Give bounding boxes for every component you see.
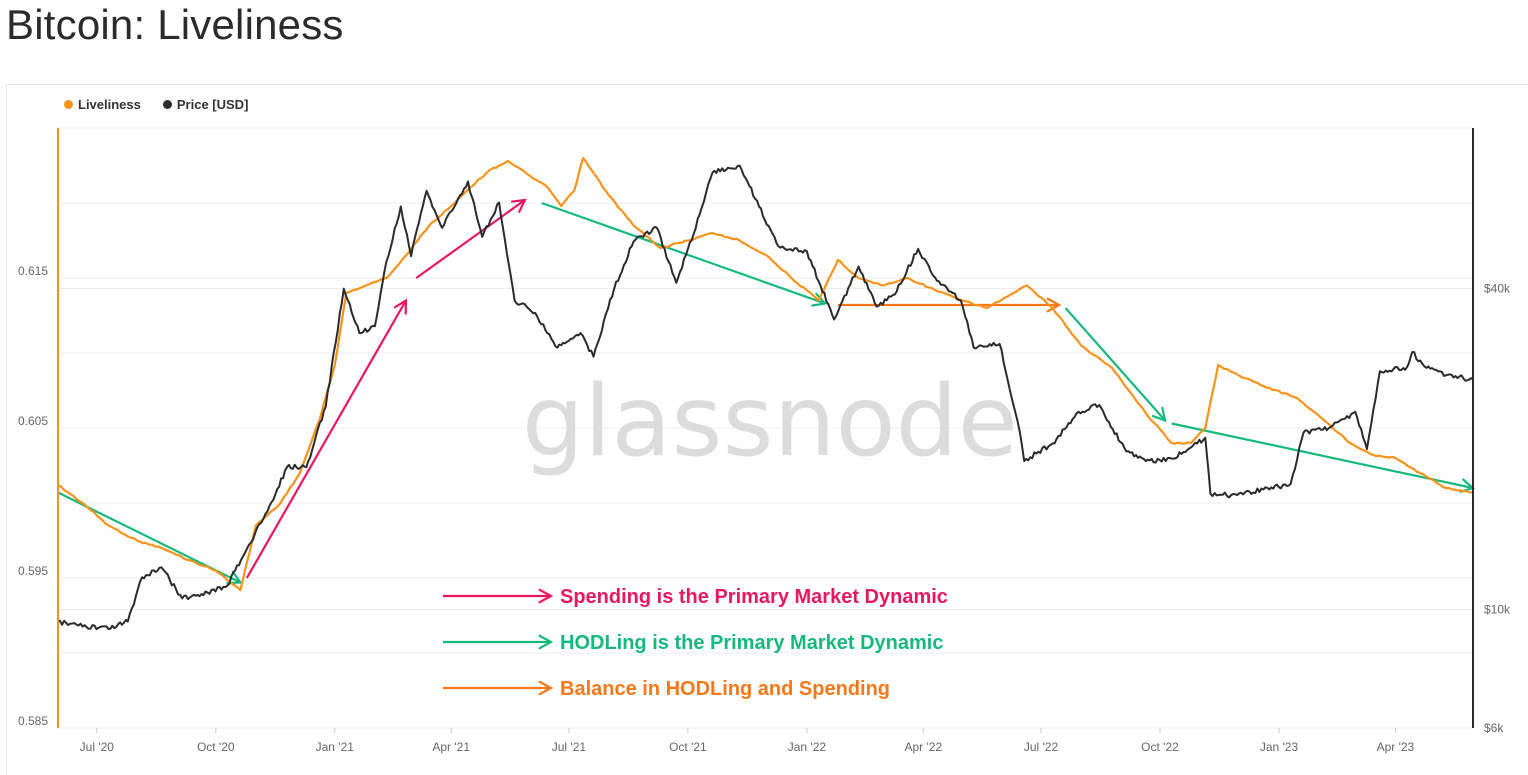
trend-arrow-head — [1151, 406, 1167, 423]
trend-arrow-head — [393, 298, 408, 315]
x-tick-label: Jan '22 — [788, 740, 827, 754]
x-tick-label: Apr '22 — [904, 740, 942, 754]
legend-label: Price [USD] — [176, 97, 249, 112]
y-left-tick-label: 0.585 — [18, 714, 48, 728]
y-left-tick-label: 0.615 — [18, 264, 48, 278]
y-right-tick-label: $6k — [1484, 721, 1504, 735]
series-lines — [57, 156, 1474, 631]
trend-arrow — [415, 199, 526, 279]
axes: 0.585 0.595 0.605 0.615 $6k $10k $40k Jul '20 Oc… — [18, 128, 1511, 754]
x-tick-label: Apr '21 — [432, 740, 470, 754]
x-tick-label: Jul '20 — [80, 740, 115, 754]
legend-item-price[interactable]: Price [USD] — [162, 97, 249, 112]
legend-dot — [64, 100, 73, 109]
chart-panel — [6, 84, 1528, 775]
legend: Liveliness Price [USD] — [64, 97, 248, 112]
trend-arrow — [245, 299, 407, 579]
x-tick-label: Oct '20 — [197, 740, 235, 754]
x-tick-label: Jul '22 — [1024, 740, 1059, 754]
legend-label: Liveliness — [78, 97, 141, 112]
y-right-tick-label: $40k — [1484, 282, 1511, 296]
x-tick-label: Apr '23 — [1377, 740, 1415, 754]
price-line — [57, 164, 1474, 631]
liveliness-line — [57, 156, 1474, 592]
y-left-tick-label: 0.595 — [18, 564, 48, 578]
annotation-label: HODLing is the Primary Market Dynamic — [560, 632, 943, 654]
page-title: Bitcoin: Liveliness — [6, 1, 344, 48]
annotation-label: Balance in HODLing and Spending — [560, 678, 890, 700]
legend-item-liveliness[interactable]: Liveliness — [64, 97, 141, 112]
watermark: glassnode — [522, 365, 1018, 479]
trend-arrow-head — [510, 198, 527, 213]
annotation-arrow-head — [538, 634, 554, 650]
x-tick-label: Oct '22 — [1141, 740, 1179, 754]
x-tick-label: Oct '21 — [669, 740, 707, 754]
annotations: Spending is the Primary Market Dynamic HO… — [443, 586, 948, 700]
x-tick-label: Jan '23 — [1260, 740, 1299, 754]
x-tick-label: Jan '21 — [316, 740, 355, 754]
y-left-tick-label: 0.605 — [18, 414, 48, 428]
legend-dot — [162, 100, 172, 109]
trend-arrow-head — [1046, 297, 1062, 313]
annotation-arrow-head — [538, 680, 554, 696]
annotation-label: Spending is the Primary Market Dynamic — [560, 586, 948, 608]
trend-arrow — [1064, 307, 1166, 422]
grid-lines — [58, 127, 1473, 729]
y-right-tick-label: $10k — [1484, 603, 1511, 617]
trend-arrow — [1171, 422, 1474, 490]
x-tick-label: Jul '21 — [552, 740, 587, 754]
annotation-arrow-head — [538, 588, 554, 604]
trend-arrow — [541, 201, 826, 305]
